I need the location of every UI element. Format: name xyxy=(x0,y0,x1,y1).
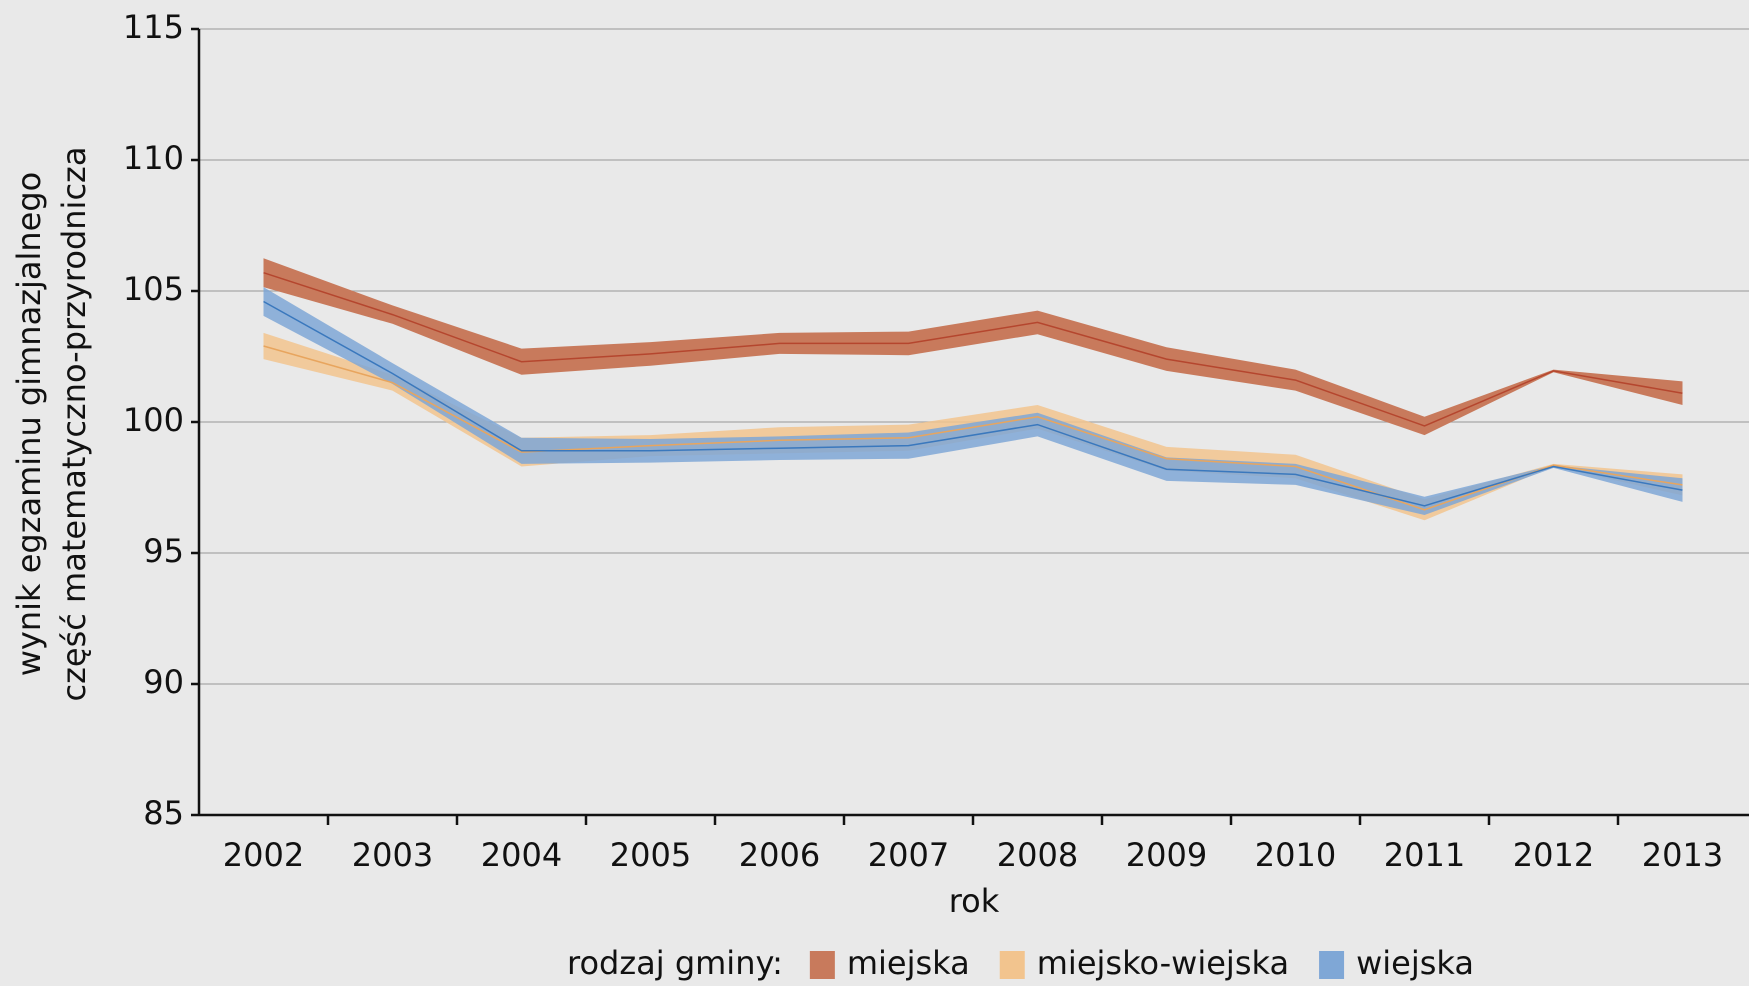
line xyxy=(263,345,1683,511)
legend-swatch xyxy=(809,951,835,979)
x-tick-label: 2011 xyxy=(1384,836,1465,874)
x-axis-label: rok xyxy=(949,882,1000,920)
legend-swatch xyxy=(999,951,1025,979)
y-tick-label: 90 xyxy=(143,663,184,701)
x-tick-label: 2010 xyxy=(1255,836,1336,874)
line xyxy=(263,271,1683,427)
y-tick-label: 95 xyxy=(143,532,184,570)
x-tick-label: 2008 xyxy=(997,836,1078,874)
y-tick-label: 105 xyxy=(123,270,184,308)
x-tick-label: 2004 xyxy=(481,836,562,874)
x-tick-label: 2009 xyxy=(1126,836,1207,874)
confidence-band xyxy=(263,287,1683,515)
x-tick-label: 2002 xyxy=(223,836,304,874)
y-tick-label: 115 xyxy=(123,8,184,46)
line xyxy=(263,300,1683,507)
x-tick-label: 2003 xyxy=(352,836,433,874)
legend-label: wiejska xyxy=(1356,944,1474,982)
y-tick-label: 100 xyxy=(123,401,184,439)
legend-swatch xyxy=(1319,951,1345,979)
y-axis-label: część matematyczno-przyrodnicza xyxy=(55,147,93,702)
x-tick-label: 2007 xyxy=(868,836,949,874)
legend-label: miejsko-wiejska xyxy=(1037,944,1289,982)
legend-title: rodzaj gminy: xyxy=(567,944,783,982)
x-tick-label: 2013 xyxy=(1642,836,1723,874)
x-tick-label: 2006 xyxy=(739,836,820,874)
y-tick-label: 85 xyxy=(143,794,184,832)
y-tick-label: 110 xyxy=(123,139,184,177)
x-tick-label: 2005 xyxy=(610,836,691,874)
x-tick-label: 2012 xyxy=(1513,836,1594,874)
y-axis-label: wynik egzaminu gimnazjalnego xyxy=(10,172,48,677)
legend-label: miejska xyxy=(847,944,970,982)
